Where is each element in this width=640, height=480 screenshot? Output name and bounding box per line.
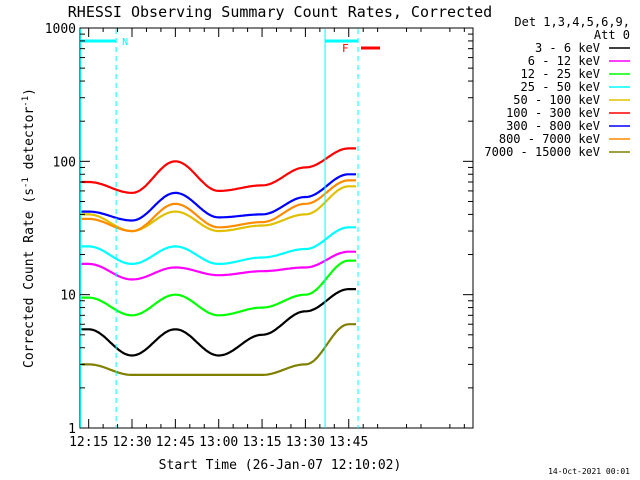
series-line-6-12-kev bbox=[81, 250, 356, 281]
x-tick-label: 13:45 bbox=[329, 435, 368, 450]
y-axis-label-end: ) bbox=[22, 88, 37, 96]
y-axis-label: Corrected Count Rate (s-1 detector-1) bbox=[21, 88, 37, 368]
series-line-50-100-kev bbox=[81, 185, 356, 233]
plot-frame bbox=[79, 27, 474, 429]
x-tick-label: 12:15 bbox=[69, 435, 108, 450]
x-axis-label: Start Time (26-Jan-07 12:10:02) bbox=[159, 458, 402, 473]
y-tick-label: 1 bbox=[68, 422, 76, 437]
series-line-25-50-kev bbox=[81, 226, 356, 265]
series-line-100-300-kev bbox=[81, 147, 356, 195]
series-line-300-800-kev bbox=[81, 173, 356, 222]
x-tick-label: 13:30 bbox=[286, 435, 325, 450]
axis-layer: 1 10 100 1000 12:15 12:30 12:45 13:00 13:15 13:30… bbox=[45, 22, 473, 450]
y-axis-label-sup2: -1 bbox=[21, 96, 31, 107]
y-axis-label-sup1: -1 bbox=[21, 177, 31, 188]
legend-label: 12 - 25 keV bbox=[521, 67, 600, 81]
y-axis-label-main: Corrected Count Rate (s bbox=[22, 188, 37, 368]
legend-header-attenuator: Att 0 bbox=[594, 28, 630, 42]
legend-label: 100 - 300 keV bbox=[506, 106, 600, 120]
y-tick-label: 10 bbox=[60, 289, 76, 304]
y-tick-label: 1000 bbox=[45, 22, 76, 37]
footer-date: 14-Oct-2021 00:01 bbox=[548, 467, 630, 476]
series-line-12-25-kev bbox=[81, 259, 356, 317]
legend-label: 800 - 7000 keV bbox=[499, 132, 600, 146]
legend-label: 7000 - 15000 keV bbox=[484, 145, 600, 159]
series-layer bbox=[81, 147, 356, 376]
chart-title: RHESSI Observing Summary Count Rates, Co… bbox=[68, 3, 492, 21]
series-line-3-6-kev bbox=[81, 288, 356, 357]
legend-label: 50 - 100 keV bbox=[513, 93, 600, 107]
y-axis-label-mid: detector bbox=[22, 107, 37, 178]
x-tick-label: 13:15 bbox=[242, 435, 281, 450]
night-label: N bbox=[122, 37, 128, 48]
series-line-800-7000-kev bbox=[81, 179, 356, 233]
x-tick-label: 12:45 bbox=[156, 435, 195, 450]
legend-header-detectors: Det 1,3,4,5,6,9, bbox=[514, 15, 630, 29]
legend-label: 6 - 12 keV bbox=[528, 54, 600, 68]
flare-flag-label: F bbox=[342, 42, 349, 55]
y-tick-label: 100 bbox=[53, 155, 76, 170]
legend-label: 25 - 50 keV bbox=[521, 80, 600, 94]
series-line-7000-15000-kev bbox=[81, 323, 356, 376]
x-tick-label: 13:00 bbox=[199, 435, 238, 450]
legend-label: 3 - 6 keV bbox=[535, 41, 600, 55]
legend-label: 300 - 800 keV bbox=[506, 119, 600, 133]
x-tick-label: 12:30 bbox=[112, 435, 151, 450]
